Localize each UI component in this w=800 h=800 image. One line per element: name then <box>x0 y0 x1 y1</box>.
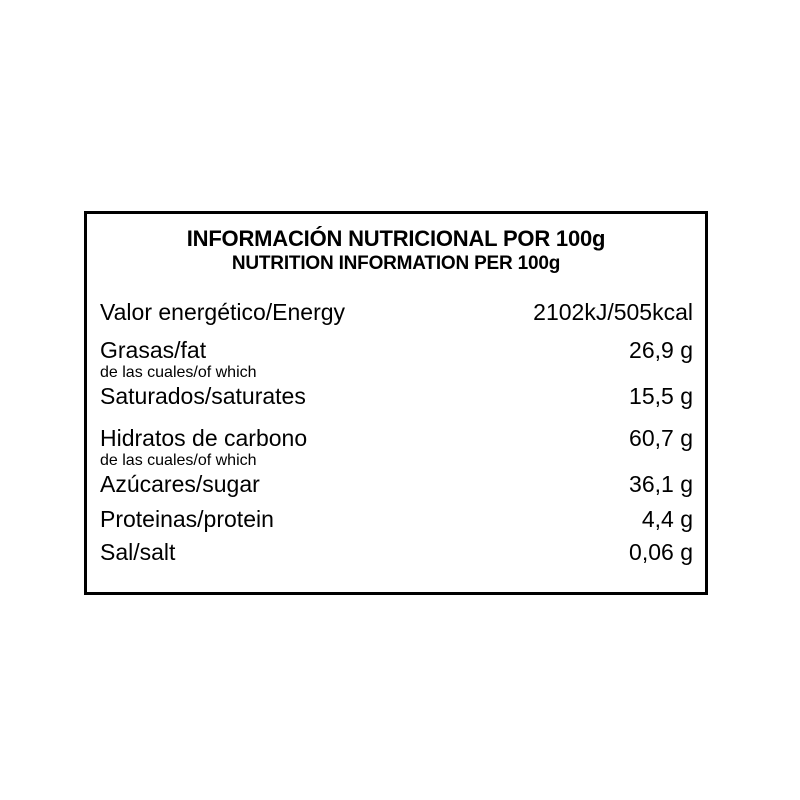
nutrition-rows: Valor energético/Energy 2102kJ/505kcal G… <box>87 299 705 565</box>
note-fat-of-which: de las cuales/of which <box>100 364 257 381</box>
nutrient-name: Hidratos de carbono <box>100 425 308 451</box>
nutrition-label: INFORMACIÓN NUTRICIONAL POR 100g NUTRITI… <box>84 211 708 595</box>
row-protein: Proteinas/protein 4,4 g <box>100 506 693 532</box>
row-salt: Sal/salt 0,06 g <box>100 539 693 565</box>
nutrient-name: Proteinas/protein <box>100 506 274 532</box>
nutrient-name: Saturados/saturates <box>100 383 306 409</box>
label-title-spanish: INFORMACIÓN NUTRICIONAL POR 100g <box>186 226 606 251</box>
nutrient-value: 15,5 g <box>629 383 693 409</box>
nutrient-name: Azúcares/sugar <box>100 471 260 497</box>
row-saturates: Saturados/saturates 15,5 g <box>100 383 693 409</box>
label-header: INFORMACIÓN NUTRICIONAL POR 100g NUTRITI… <box>87 214 705 276</box>
nutrient-name: Sal/salt <box>100 539 176 565</box>
row-sugar: Azúcares/sugar 36,1 g <box>100 471 693 497</box>
nutrient-value: 60,7 g <box>629 425 693 451</box>
nutrient-value: 26,9 g <box>629 337 693 363</box>
label-title-english: NUTRITION INFORMATION PER 100g <box>231 253 561 274</box>
nutrient-value: 36,1 g <box>629 471 693 497</box>
nutrient-value: 2102kJ/505kcal <box>533 299 693 325</box>
note-carbs-of-which: de las cuales/of which <box>100 452 257 469</box>
nutrient-value: 4,4 g <box>641 506 693 532</box>
nutrient-value: 0,06 g <box>629 539 693 565</box>
row-energy: Valor energético/Energy 2102kJ/505kcal <box>100 299 693 325</box>
nutrient-name: Grasas/fat <box>100 337 207 363</box>
row-carbohydrates: Hidratos de carbono 60,7 g <box>100 425 693 451</box>
nutrient-name: Valor energético/Energy <box>100 299 346 325</box>
row-fat: Grasas/fat 26,9 g <box>100 337 693 363</box>
